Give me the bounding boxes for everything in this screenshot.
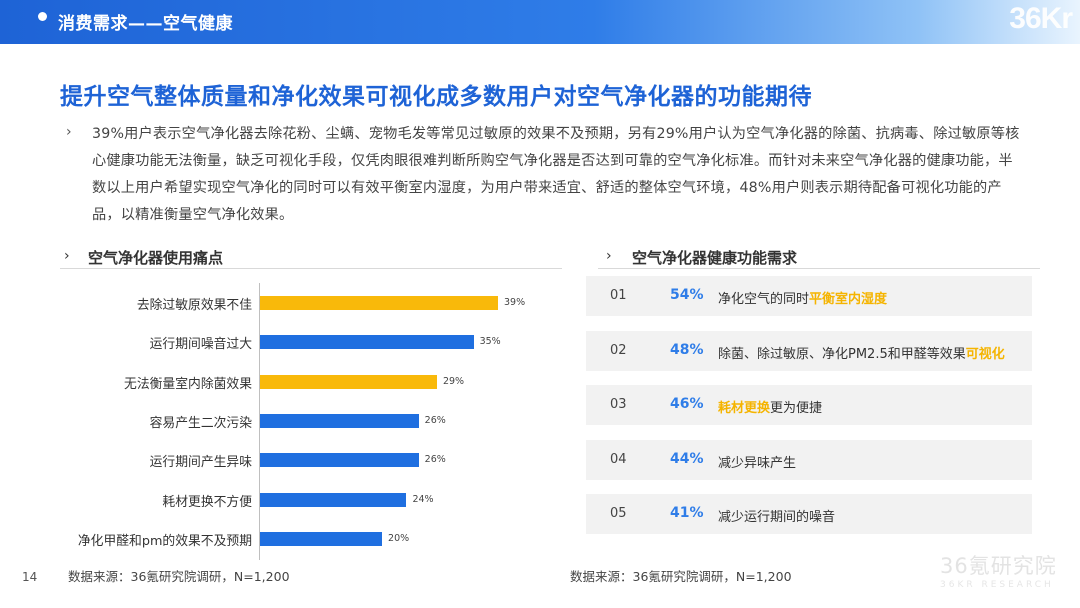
header-bullet-icon bbox=[38, 12, 47, 21]
right-section-arrow-icon: › bbox=[606, 248, 612, 264]
need-rank: 01 bbox=[610, 288, 627, 303]
bar-value-label: 39% bbox=[504, 297, 526, 308]
need-text-plain: 减少异味产生 bbox=[718, 455, 797, 471]
need-row: 04 44% 减少异味产生 bbox=[586, 439, 1032, 480]
header-bar: 消费需求——空气健康 36Kr bbox=[0, 0, 1080, 44]
bar bbox=[260, 531, 383, 546]
right-section-title: 空气净化器健康功能需求 bbox=[632, 249, 798, 267]
bar bbox=[260, 492, 407, 507]
watermark-sub: 36KR RESEARCH bbox=[940, 580, 1054, 590]
need-text: 净化空气的同时平衡室内湿度 bbox=[718, 288, 887, 307]
right-section-divider bbox=[598, 268, 1040, 269]
need-text: 耗材更换更为便捷 bbox=[718, 397, 822, 416]
right-source-note: 数据来源：36氪研究院调研，N=1,200 bbox=[570, 569, 792, 584]
need-rank: 05 bbox=[610, 506, 627, 521]
bar-label: 运行期间噪音过大 bbox=[149, 337, 252, 353]
bar-value-label: 26% bbox=[424, 414, 446, 426]
need-rank: 03 bbox=[610, 397, 627, 412]
intro-arrow-icon: › bbox=[66, 124, 72, 140]
bar-label: 耗材更换不方便 bbox=[162, 494, 252, 510]
bar-value-label: 29% bbox=[442, 375, 465, 387]
need-percent: 46% bbox=[670, 396, 704, 412]
need-text-highlight: 耗材更换 bbox=[718, 401, 771, 416]
need-row: 01 54% 净化空气的同时平衡室内湿度 bbox=[586, 276, 1032, 316]
bar-value-label: 35% bbox=[479, 336, 501, 348]
need-percent: 54% bbox=[670, 287, 704, 303]
bar-label: 去除过敏原效果不佳 bbox=[136, 298, 252, 313]
left-section-title: 空气净化器使用痛点 bbox=[88, 249, 224, 267]
bar-value-label: 26% bbox=[424, 454, 446, 466]
bar-label: 净化甲醛和pm的效果不及预期 bbox=[77, 533, 252, 549]
bar-label: 容易产生二次污染 bbox=[149, 415, 252, 431]
left-section-divider bbox=[60, 268, 562, 269]
need-text-highlight: 平衡室内湿度 bbox=[809, 292, 888, 307]
need-percent: 48% bbox=[670, 341, 704, 358]
bar-label: 运行期间产生异味 bbox=[149, 455, 252, 471]
page-number: 14 bbox=[22, 570, 38, 584]
need-rank: 02 bbox=[610, 342, 627, 358]
page-title: 提升空气整体质量和净化效果可视化成多数用户对空气净化器的功能期待 bbox=[60, 84, 812, 110]
watermark: 36氪研究院 bbox=[940, 554, 1057, 578]
need-text: 减少异味产生 bbox=[718, 452, 796, 471]
chart-axis bbox=[259, 283, 260, 560]
need-text: 减少运行期间的噪音 bbox=[718, 506, 835, 525]
bar-value-label: 24% bbox=[412, 493, 434, 505]
need-text-highlight: 可视化 bbox=[965, 346, 1005, 362]
need-row: 02 48% 除菌、除过敏原、净化PM2.5和甲醛等效果可视化 bbox=[586, 330, 1032, 371]
need-text-plain: 净化空气的同时 bbox=[718, 292, 810, 307]
need-rank: 04 bbox=[610, 451, 627, 467]
bar bbox=[260, 335, 474, 350]
header-title: 消费需求——空气健康 bbox=[58, 14, 233, 34]
need-text: 除菌、除过敏原、净化PM2.5和甲醛等效果可视化 bbox=[718, 343, 1005, 362]
need-percent: 44% bbox=[670, 450, 704, 467]
need-percent: 41% bbox=[670, 505, 704, 521]
bar bbox=[260, 374, 437, 389]
need-row: 03 46% 耗材更换更为便捷 bbox=[586, 385, 1032, 425]
bar bbox=[260, 296, 498, 310]
bar bbox=[260, 413, 419, 428]
need-text-plain: 除菌、除过敏原、净化PM2.5和甲醛等效果 bbox=[718, 346, 966, 362]
brand-logo: 36Kr bbox=[1009, 2, 1073, 35]
intro-paragraph: 39%用户表示空气净化器去除花粉、尘螨、宠物毛发等常见过敏原的效果不及预期，另有… bbox=[92, 126, 1020, 223]
need-row: 05 41% 减少运行期间的噪音 bbox=[586, 494, 1032, 534]
need-text-plain: 减少运行期间的噪音 bbox=[718, 510, 836, 525]
bar-label: 无法衡量室内除菌效果 bbox=[124, 376, 252, 392]
bar bbox=[260, 453, 419, 468]
need-text-plain: 更为便捷 bbox=[770, 401, 823, 416]
left-section-arrow-icon: › bbox=[64, 248, 70, 264]
bar-value-label: 20% bbox=[388, 532, 410, 544]
left-source-note: 数据来源：36氪研究院调研，N=1,200 bbox=[68, 569, 290, 584]
